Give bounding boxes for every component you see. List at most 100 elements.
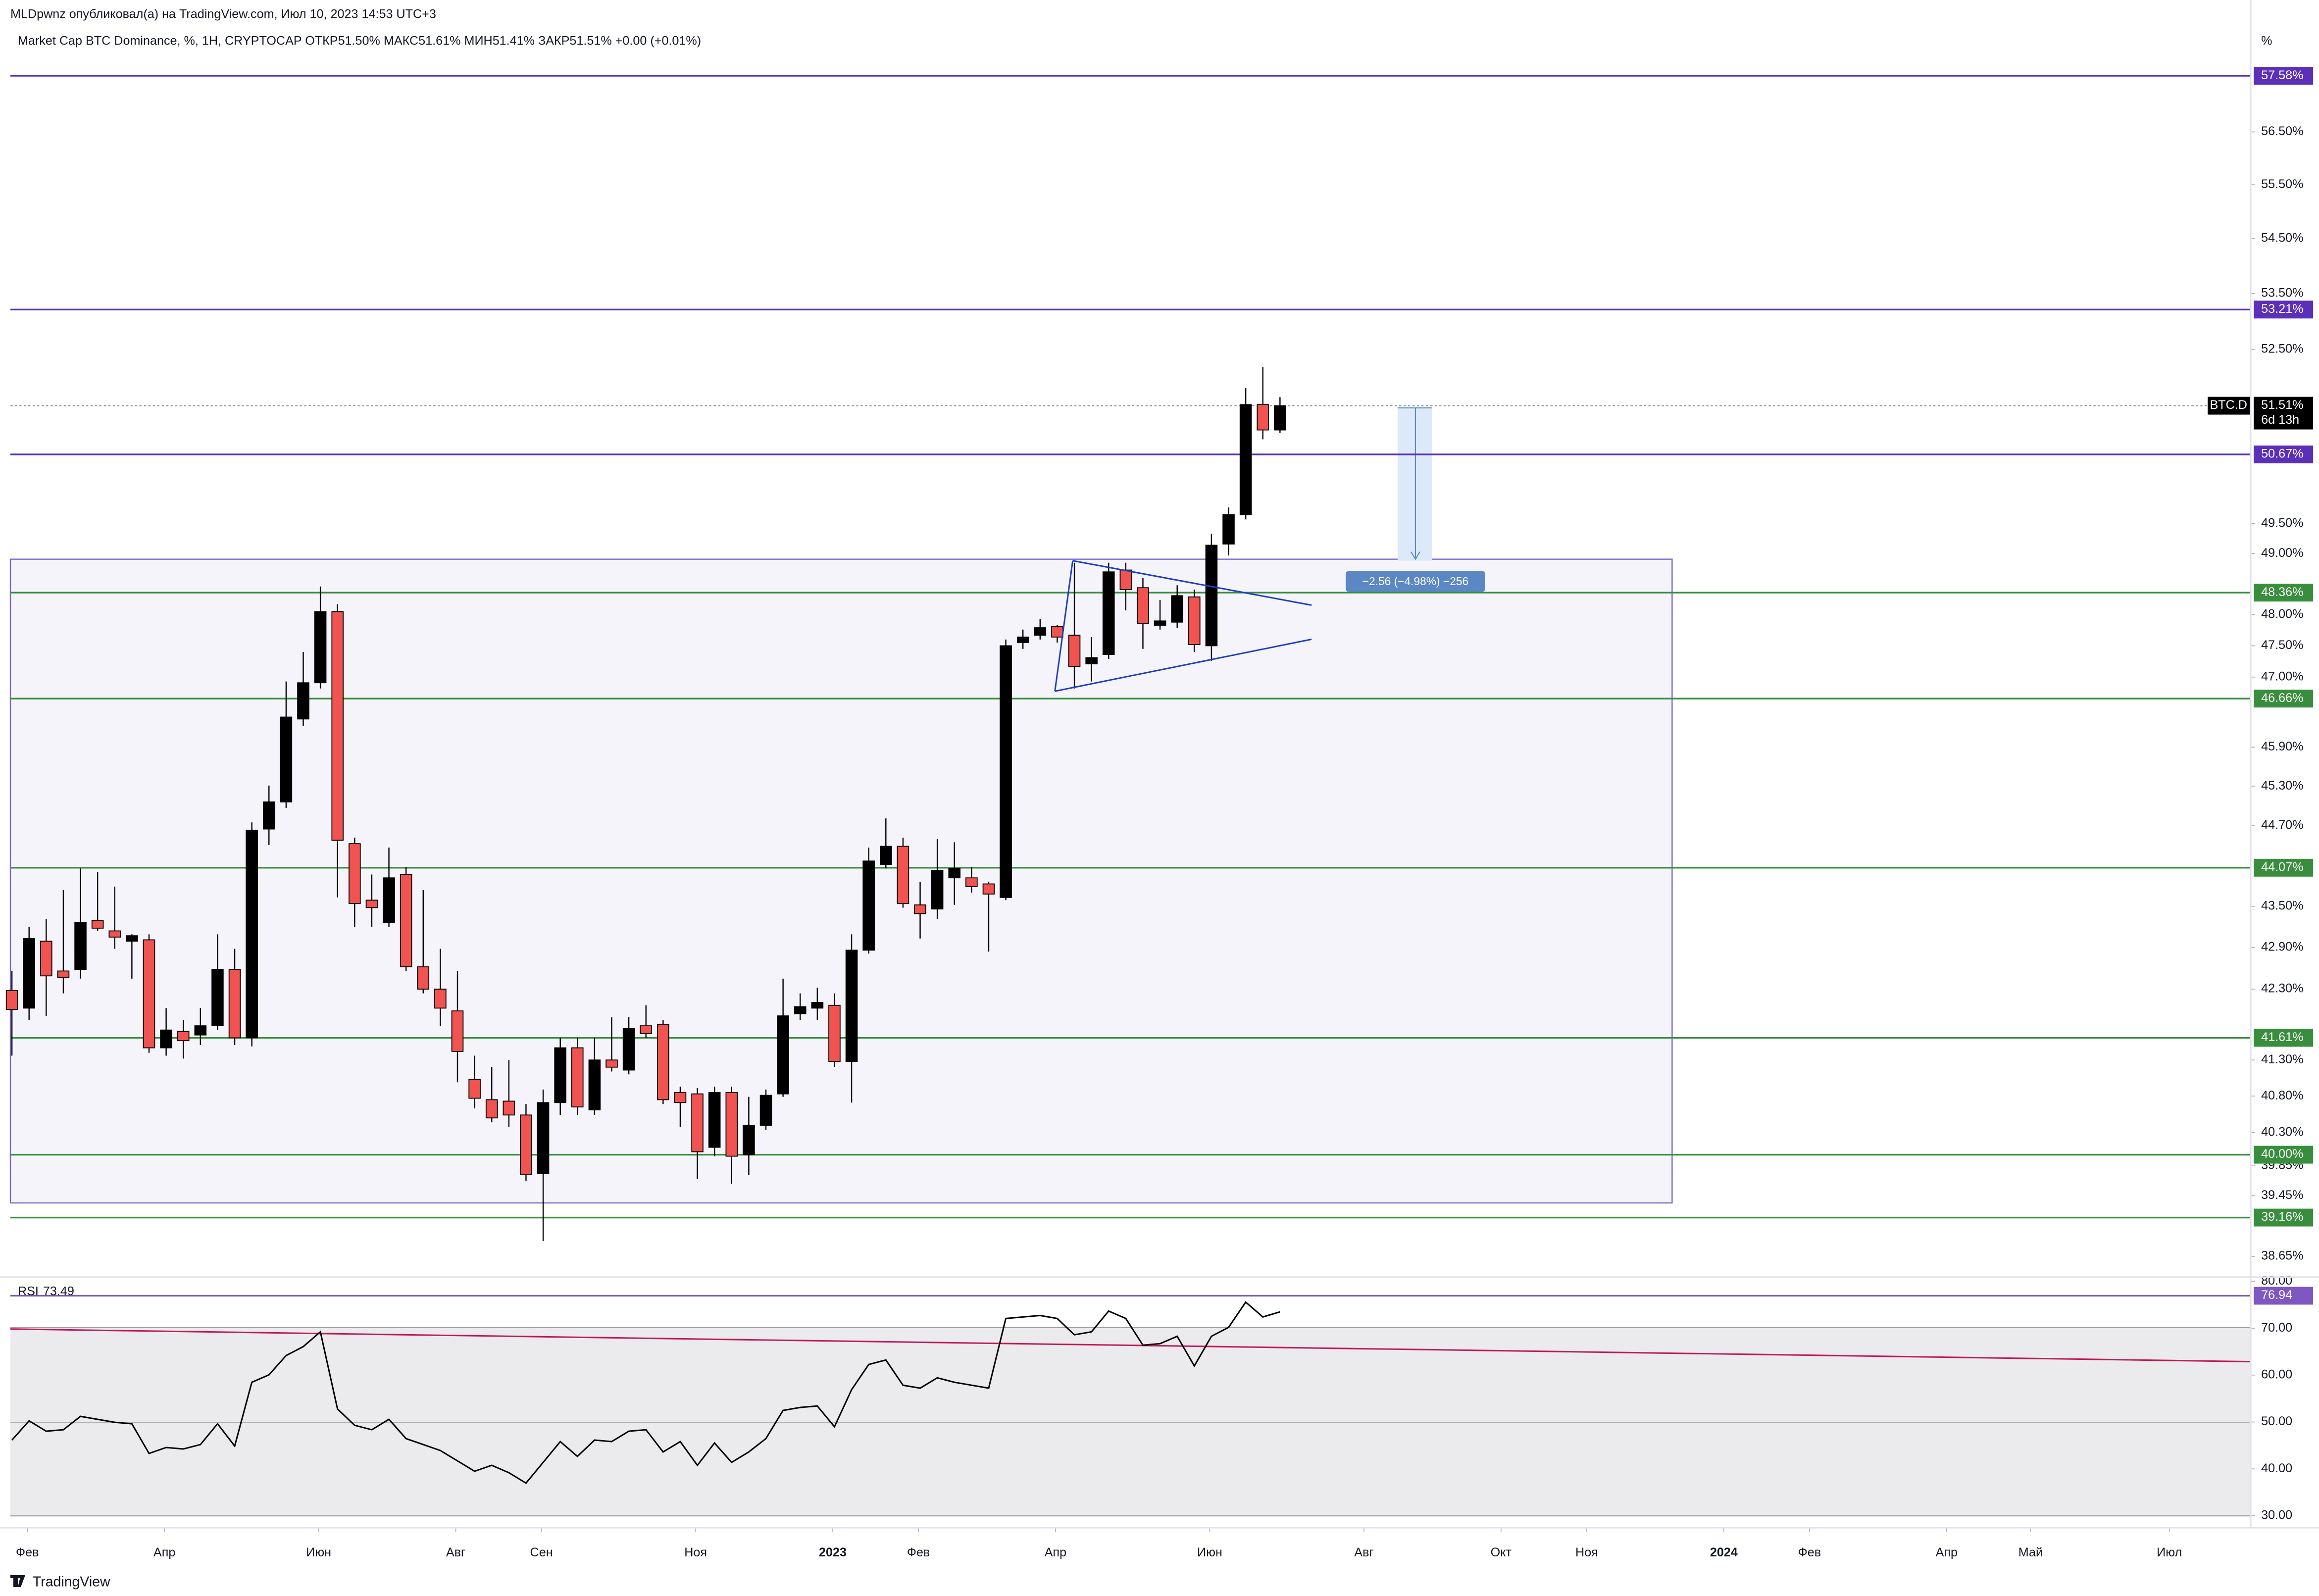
candle-body bbox=[640, 1025, 653, 1034]
level-label-box bbox=[2254, 300, 2314, 319]
candle-body bbox=[194, 1025, 207, 1036]
rsi-tick-label: 80.00 bbox=[2261, 1274, 2292, 1288]
y-tick-label: 45.90% bbox=[2261, 740, 2303, 753]
rsi-level-label: 76.94 bbox=[2261, 1288, 2292, 1302]
level-label-box bbox=[2254, 584, 2314, 602]
candle-body bbox=[571, 1047, 584, 1108]
candle-body bbox=[365, 899, 378, 908]
y-tick-label: 52.50% bbox=[2261, 342, 2303, 355]
y-tick-label: 47.00% bbox=[2261, 669, 2303, 683]
level-label: 46.66% bbox=[2261, 691, 2303, 705]
candle-body bbox=[862, 860, 875, 951]
candle-body bbox=[383, 877, 395, 923]
candle-body bbox=[1119, 569, 1132, 590]
rsi-name: RSI bbox=[18, 1284, 39, 1298]
measure-label-box bbox=[1346, 571, 1485, 592]
rsi-line bbox=[11, 1301, 1280, 1484]
axis-unit: % bbox=[2261, 34, 2272, 48]
logo bbox=[10, 1575, 25, 1588]
candle-body bbox=[1051, 626, 1063, 638]
candle-body bbox=[1085, 657, 1098, 664]
candle-body bbox=[1016, 636, 1029, 644]
y-tick-label: 49.00% bbox=[2261, 546, 2303, 560]
candle-body bbox=[605, 1059, 618, 1068]
rsi-band bbox=[10, 1327, 2251, 1516]
candle-body bbox=[914, 904, 926, 914]
x-tick-label: Авг bbox=[1354, 1546, 1373, 1559]
candle-body bbox=[657, 1024, 669, 1100]
candle-body bbox=[1257, 404, 1269, 431]
y-tick-label: 40.80% bbox=[2261, 1089, 2303, 1102]
y-tick-label: 56.50% bbox=[2261, 124, 2303, 138]
candle-body bbox=[177, 1031, 190, 1042]
last-price-label: 51.51% bbox=[2261, 398, 2303, 412]
y-tick-label: 41.30% bbox=[2261, 1052, 2303, 1066]
x-tick-label: 2024 bbox=[1710, 1546, 1738, 1559]
y-tick-label: 55.50% bbox=[2261, 177, 2303, 191]
candle-body bbox=[537, 1102, 550, 1174]
level-label: 39.16% bbox=[2261, 1210, 2303, 1224]
x-tick-label: Май bbox=[2018, 1546, 2043, 1559]
candle-body bbox=[674, 1092, 687, 1103]
candle-body bbox=[5, 990, 18, 1010]
candle-body bbox=[931, 870, 944, 910]
x-tick-label: Апр bbox=[1936, 1546, 1958, 1559]
candle-body bbox=[211, 969, 224, 1027]
level-label: 41.61% bbox=[2261, 1030, 2303, 1044]
candle-body bbox=[554, 1047, 566, 1103]
candle-body bbox=[811, 1002, 824, 1009]
candle-body bbox=[588, 1059, 601, 1110]
y-tick-label: 54.50% bbox=[2261, 231, 2303, 245]
candle-body bbox=[434, 989, 447, 1009]
candle-body bbox=[828, 1004, 841, 1062]
candle-body bbox=[485, 1099, 498, 1119]
x-tick-label: Фев bbox=[907, 1546, 930, 1559]
candle-body bbox=[897, 846, 909, 904]
candle-body bbox=[40, 941, 52, 977]
candle-body bbox=[23, 938, 35, 1009]
level-label: 53.21% bbox=[2261, 302, 2303, 316]
watermark: TradingView bbox=[33, 1574, 110, 1590]
triangle-pattern bbox=[1054, 560, 1312, 692]
candle-body bbox=[143, 939, 155, 1048]
rsi-tick-label: 60.00 bbox=[2261, 1367, 2292, 1381]
rsi-level-box bbox=[2254, 1287, 2314, 1305]
candle-body bbox=[691, 1093, 704, 1152]
candle-body bbox=[349, 843, 361, 904]
y-tick-label: 42.30% bbox=[2261, 982, 2303, 996]
rsi-tick-label: 40.00 bbox=[2261, 1461, 2292, 1475]
candle-body bbox=[400, 874, 412, 967]
x-tick-label: Ноя bbox=[684, 1546, 707, 1559]
marks: 56.50% 55.50% 54.50% 53.50% 52.50% 49.50% 49.0… bbox=[5, 67, 2314, 1559]
y-tick-label: 44.70% bbox=[2261, 818, 2303, 832]
candle-body bbox=[708, 1092, 721, 1148]
countdown: 6d 13h bbox=[2261, 413, 2299, 427]
candle-body bbox=[880, 846, 892, 865]
candle-body bbox=[1154, 620, 1166, 626]
candle-body bbox=[1239, 404, 1252, 515]
rsi-tick-label: 30.00 bbox=[2261, 1508, 2292, 1522]
x-tick-label: Июл bbox=[2157, 1546, 2182, 1559]
y-tick-label: 42.90% bbox=[2261, 940, 2303, 953]
level-label: 44.07% bbox=[2261, 860, 2303, 874]
x-tick-label: Июн bbox=[306, 1546, 331, 1559]
x-tick-label: Июн bbox=[1197, 1546, 1222, 1559]
rsi-trendline bbox=[10, 1328, 2251, 1363]
candle-body bbox=[1068, 635, 1081, 667]
level-label-box bbox=[2254, 1208, 2314, 1227]
x-tick-label: 2023 bbox=[819, 1546, 847, 1559]
candle-body bbox=[160, 1029, 172, 1048]
candle-body bbox=[520, 1114, 532, 1175]
last-price-box bbox=[2254, 397, 2314, 430]
x-tick-label: Ноя bbox=[1575, 1546, 1598, 1559]
level-label-box bbox=[2254, 1029, 2314, 1047]
candle-body bbox=[622, 1028, 635, 1071]
y-tick-label: 45.30% bbox=[2261, 779, 2303, 793]
level-label-box bbox=[2254, 1146, 2314, 1164]
candle-body bbox=[759, 1095, 772, 1126]
measure-label: −2.56 (−4.98%) −256 bbox=[1362, 575, 1469, 588]
legend: Market Cap BTC Dominance, %, 1H, CRYPTOC… bbox=[18, 34, 701, 48]
candle-body bbox=[1137, 587, 1149, 624]
measure-arrowhead bbox=[1411, 551, 1420, 560]
